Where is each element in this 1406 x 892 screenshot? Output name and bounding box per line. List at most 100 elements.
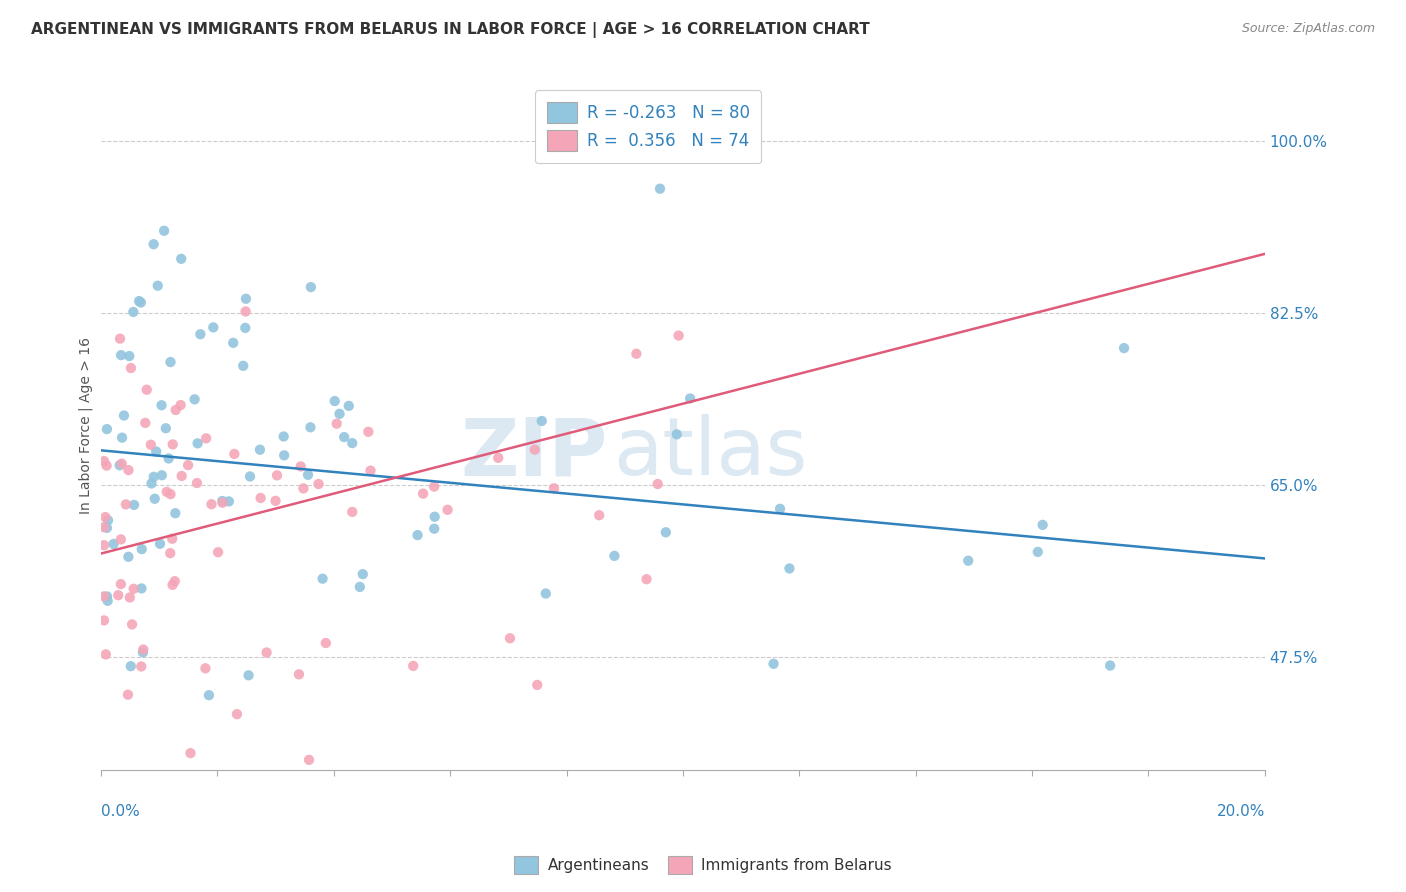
Point — [117, 549, 139, 564]
Point — [94, 510, 117, 524]
Point — [186, 476, 208, 491]
Point — [603, 549, 626, 563]
Point — [668, 328, 690, 343]
Point — [200, 497, 222, 511]
Point — [1112, 341, 1135, 355]
Point — [170, 469, 193, 483]
Point — [149, 537, 172, 551]
Point — [311, 572, 333, 586]
Point — [349, 580, 371, 594]
Point — [94, 648, 117, 662]
Point — [111, 457, 134, 471]
Point — [523, 442, 546, 457]
Point — [131, 582, 153, 596]
Text: ZIP: ZIP — [460, 414, 607, 492]
Point — [299, 420, 322, 434]
Point — [423, 509, 446, 524]
Point — [308, 477, 330, 491]
Point — [288, 667, 311, 681]
Point — [292, 482, 315, 496]
Point — [110, 577, 132, 591]
Point — [1026, 545, 1049, 559]
Point — [264, 494, 287, 508]
Point — [769, 501, 792, 516]
Point — [337, 399, 360, 413]
Point — [135, 383, 157, 397]
Point — [333, 430, 356, 444]
Point — [202, 320, 225, 334]
Point — [165, 506, 187, 520]
Point — [957, 554, 980, 568]
Point — [762, 657, 785, 671]
Point — [129, 659, 152, 673]
Point — [156, 484, 179, 499]
Text: 0.0%: 0.0% — [101, 804, 139, 819]
Point — [273, 429, 295, 443]
Point — [121, 617, 143, 632]
Point — [108, 458, 131, 473]
Point — [290, 459, 312, 474]
Point — [211, 494, 233, 508]
Point — [163, 574, 186, 589]
Point — [142, 237, 165, 252]
Point — [249, 491, 271, 505]
Point — [142, 470, 165, 484]
Point — [486, 450, 509, 465]
Point — [162, 578, 184, 592]
Point — [96, 458, 118, 473]
Point — [122, 498, 145, 512]
Point — [160, 532, 183, 546]
Text: atlas: atlas — [613, 414, 807, 492]
Point — [357, 425, 380, 439]
Point — [97, 594, 120, 608]
Point — [222, 335, 245, 350]
Point — [299, 280, 322, 294]
Point — [162, 437, 184, 451]
Point — [655, 525, 678, 540]
Point — [328, 407, 350, 421]
Point — [108, 332, 131, 346]
Point — [165, 403, 187, 417]
Point — [132, 642, 155, 657]
Point — [412, 486, 434, 500]
Point — [232, 359, 254, 373]
Point — [139, 438, 162, 452]
Text: ARGENTINEAN VS IMMIGRANTS FROM BELARUS IN LABOR FORCE | AGE > 16 CORRELATION CHA: ARGENTINEAN VS IMMIGRANTS FROM BELARUS I… — [31, 22, 870, 38]
Point — [530, 414, 553, 428]
Point — [117, 463, 139, 477]
Point — [647, 477, 669, 491]
Point — [93, 614, 115, 628]
Point — [111, 431, 134, 445]
Point — [207, 545, 229, 559]
Point — [118, 591, 141, 605]
Legend: R = -0.263   N = 80, R =  0.356   N = 74: R = -0.263 N = 80, R = 0.356 N = 74 — [534, 90, 761, 163]
Point — [648, 182, 671, 196]
Point — [256, 646, 278, 660]
Text: Source: ZipAtlas.com: Source: ZipAtlas.com — [1241, 22, 1375, 36]
Point — [93, 454, 115, 468]
Point — [120, 361, 142, 376]
Point — [499, 632, 522, 646]
Point — [183, 392, 205, 407]
Point — [177, 458, 200, 472]
Point — [115, 497, 138, 511]
Point — [150, 398, 173, 412]
Point — [543, 481, 565, 495]
Point — [626, 347, 648, 361]
Point — [526, 678, 548, 692]
Point — [93, 520, 115, 534]
Point — [188, 327, 211, 342]
Point — [150, 468, 173, 483]
Point — [169, 398, 191, 412]
Point — [588, 508, 610, 523]
Point — [141, 476, 163, 491]
Point — [159, 487, 181, 501]
Point — [96, 590, 118, 604]
Point — [159, 546, 181, 560]
Point — [159, 355, 181, 369]
Point — [249, 442, 271, 457]
Point — [226, 707, 249, 722]
Point — [153, 224, 176, 238]
Point — [120, 659, 142, 673]
Point — [778, 561, 800, 575]
